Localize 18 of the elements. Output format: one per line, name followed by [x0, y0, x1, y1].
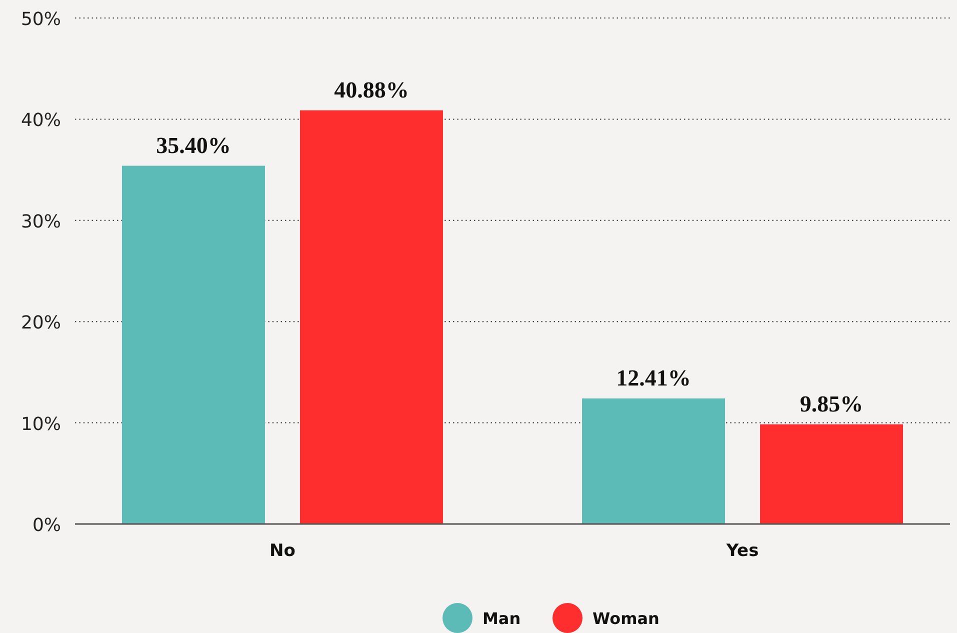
- data-label: 12.41%: [616, 365, 691, 390]
- bar: [760, 424, 904, 524]
- bar: [300, 110, 443, 524]
- x-tick-label: Yes: [725, 541, 759, 561]
- data-label: 35.40%: [156, 132, 231, 158]
- x-tick-label: No: [270, 541, 296, 561]
- data-label: 9.85%: [800, 391, 864, 416]
- y-tick-label: 30%: [20, 211, 61, 232]
- y-tick-label: 20%: [20, 312, 61, 334]
- data-label: 40.88%: [334, 77, 409, 102]
- y-tick-label: 50%: [20, 9, 61, 30]
- y-tick-label: 40%: [20, 110, 61, 132]
- legend-label: Man: [482, 609, 521, 628]
- y-tick-label: 0%: [32, 515, 61, 536]
- legend-label: Woman: [592, 609, 660, 628]
- y-tick-label: 10%: [20, 414, 61, 435]
- bar: [122, 166, 265, 524]
- bar: [582, 398, 726, 524]
